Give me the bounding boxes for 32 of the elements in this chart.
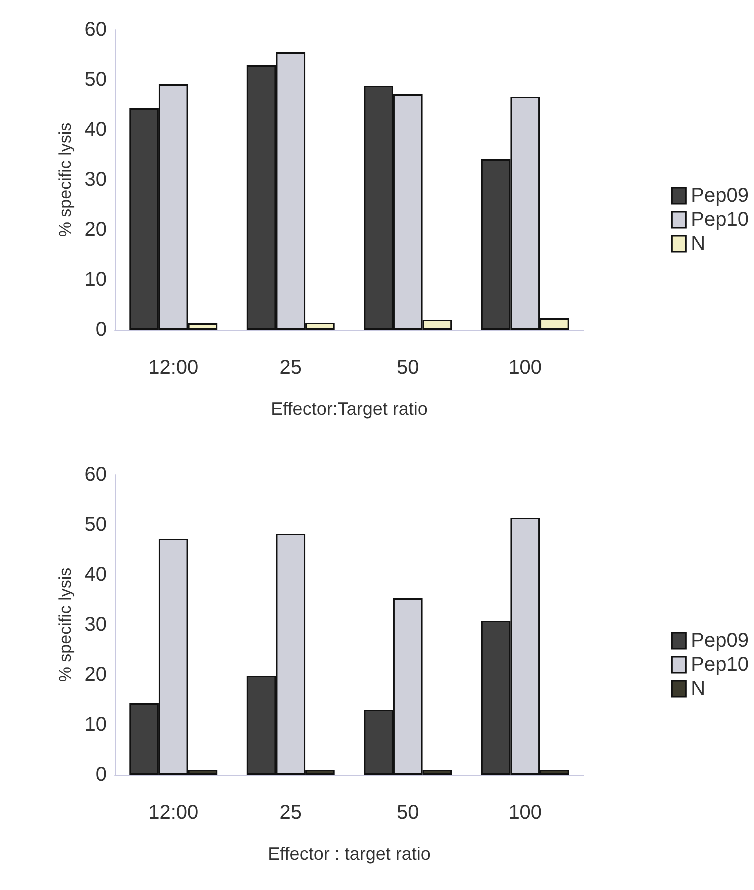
legend-label: Pep10	[691, 654, 750, 676]
y-tick-label: 40	[84, 564, 107, 586]
x-tick-label: 100	[508, 357, 542, 379]
legend-label: Pep09	[691, 185, 750, 207]
legend-label: N	[691, 233, 706, 255]
y-axis-title: % specific lysis	[56, 568, 75, 682]
y-tick-label: 60	[84, 19, 107, 41]
y-tick-label: 30	[84, 614, 107, 636]
y-tick-label: 20	[84, 219, 107, 241]
y-tick-label: 10	[84, 714, 107, 736]
x-tick-label: 12:00	[148, 802, 199, 824]
legend-label: Pep10	[691, 209, 750, 231]
x-axis-title: Effector : target ratio	[268, 844, 431, 864]
x-tick-label: 50	[397, 802, 420, 824]
y-axis-title: % specific lysis	[56, 122, 75, 238]
legend-label: N	[691, 678, 706, 700]
y-tick-label: 0	[96, 319, 107, 341]
x-axis-title: Effector:Target ratio	[271, 399, 428, 419]
x-tick-label: 50	[397, 357, 420, 379]
x-tick-label: 100	[508, 802, 542, 824]
y-tick-label: 40	[84, 119, 107, 141]
x-tick-label: 25	[280, 357, 302, 379]
y-tick-label: 0	[96, 764, 107, 786]
y-tick-label: 20	[84, 664, 107, 686]
x-tick-label: 12:00	[148, 357, 199, 379]
y-tick-label: 30	[84, 169, 107, 191]
legend-label: Pep09	[691, 630, 750, 652]
y-tick-label: 60	[84, 464, 107, 486]
x-tick-label: 25	[280, 802, 302, 824]
y-tick-label: 50	[84, 514, 107, 536]
y-tick-label: 50	[84, 69, 107, 91]
y-tick-label: 10	[84, 269, 107, 291]
